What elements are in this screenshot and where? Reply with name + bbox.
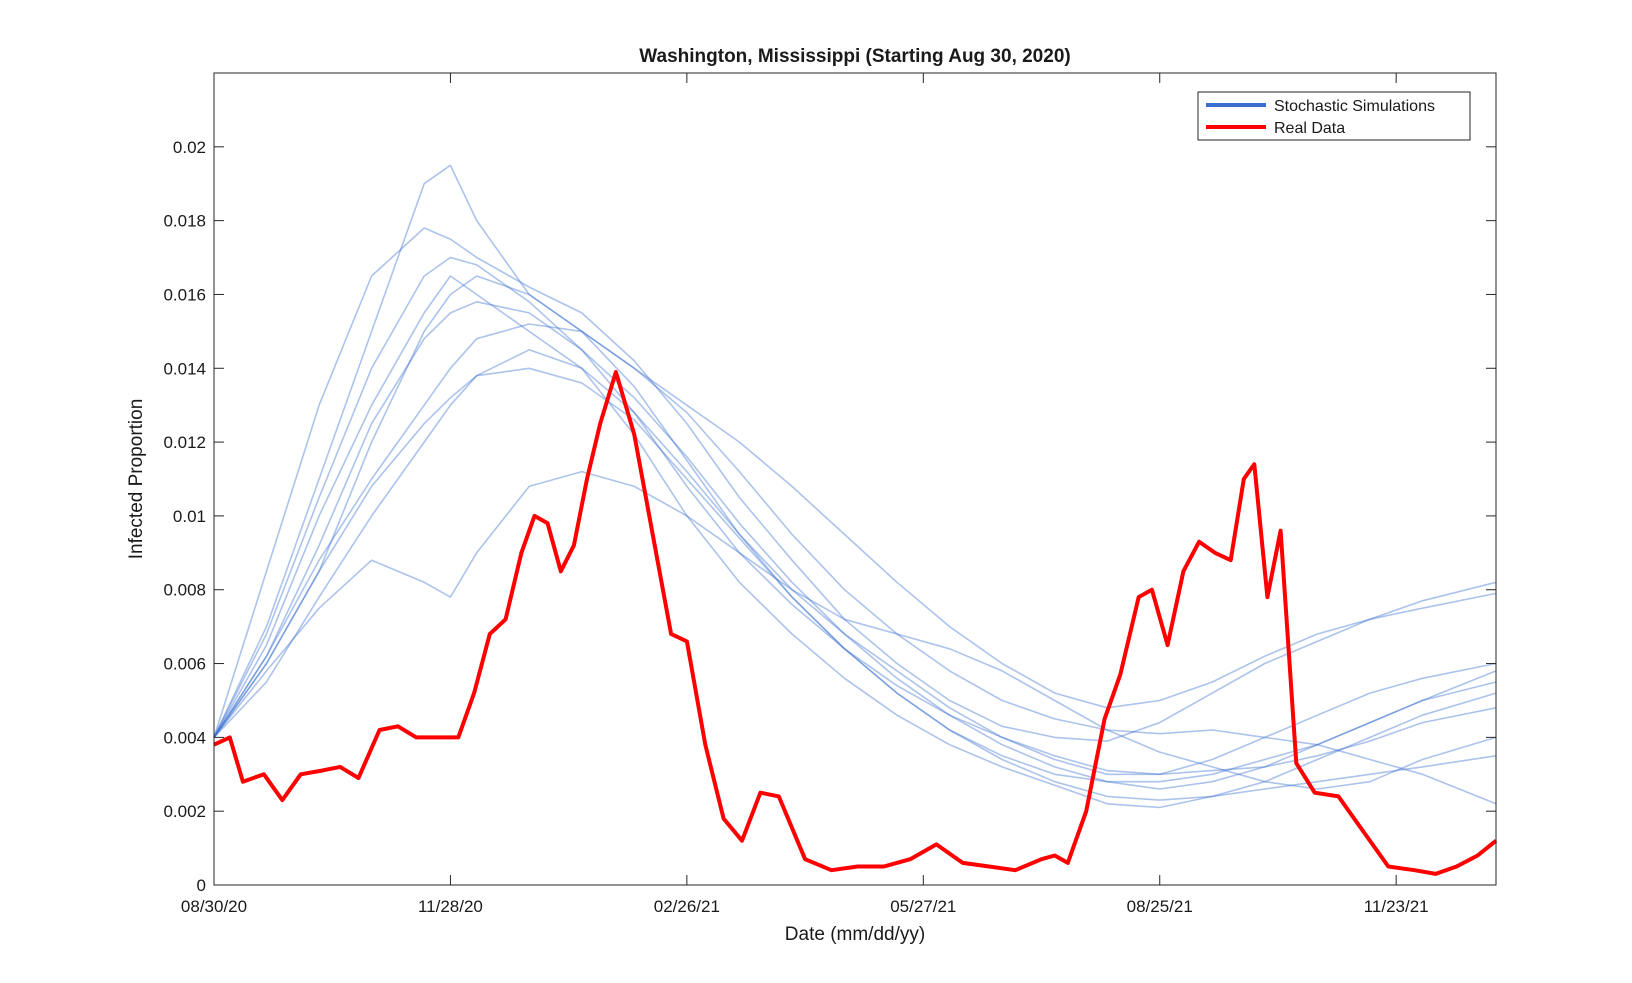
simulation-line-1 (213, 227, 1497, 742)
simulation-line-5 (213, 470, 1497, 790)
simulation-line-4 (213, 275, 1497, 738)
y-tick-label: 0.004 (163, 728, 206, 747)
legend-box (1197, 91, 1471, 141)
y-tick-label: 0.012 (163, 433, 206, 452)
axes: 08/30/20 11/28/20 02/26/21 05/27/21 08/25/21… (163, 73, 1496, 916)
simulation-line-7 (213, 256, 1497, 776)
x-tick-label: 08/30/20 (181, 897, 247, 916)
y-tick-label: 0.014 (163, 359, 206, 378)
simulation-line-9 (213, 300, 1497, 790)
plot-area (213, 164, 1498, 876)
x-tick-label: 02/26/21 (654, 897, 720, 916)
y-tick-label: 0.01 (173, 507, 206, 526)
y-tick-label: 0.018 (163, 212, 206, 231)
x-tick-label: 11/28/20 (418, 897, 483, 916)
simulation-line-2 (213, 164, 1497, 783)
y-tick-label: 0.008 (163, 581, 206, 600)
simulation-line-6 (213, 275, 1497, 809)
y-tick-label: 0.002 (163, 802, 206, 821)
y-tick-label: 0.006 (163, 655, 206, 674)
simulation-line-8 (213, 348, 1497, 776)
legend-label-real: Real Data (1274, 120, 1345, 137)
y-tick-label: 0.02 (173, 138, 206, 157)
legend: Stochastic Simulations Real Data (1197, 91, 1471, 141)
real-data-line (213, 370, 1498, 876)
y-tick-label: 0.016 (163, 285, 206, 304)
x-axis-label: Date (mm/dd/yy) (785, 924, 925, 945)
y-axis-label: Infected Proportion (126, 399, 147, 560)
x-tick-label: 08/25/21 (1127, 897, 1193, 916)
chart-title: Washington, Mississippi (Starting Aug 30… (639, 46, 1070, 67)
simulation-line-3 (213, 323, 1497, 805)
legend-label-simulations: Stochastic Simulations (1274, 98, 1435, 115)
x-tick-label: 11/23/21 (1364, 897, 1429, 916)
x-tick-label: 05/27/21 (890, 897, 956, 916)
y-tick-label: 0 (197, 876, 206, 895)
simulation-line-10 (213, 367, 1497, 801)
plot-frame (213, 72, 1497, 886)
